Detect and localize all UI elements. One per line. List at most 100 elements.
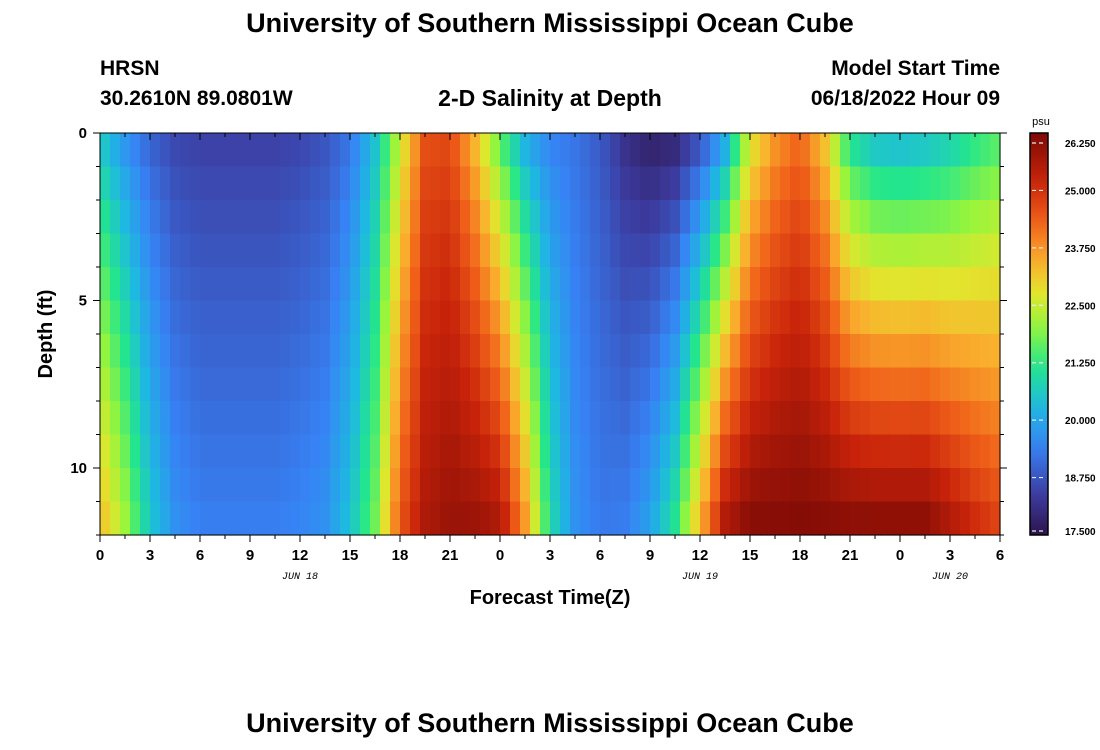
heatmap-cell	[770, 367, 781, 402]
heatmap-cell	[980, 200, 991, 235]
heatmap-cell	[600, 334, 611, 369]
heatmap-cell	[500, 166, 511, 201]
heatmap-cell	[250, 233, 261, 268]
heatmap-cell	[790, 233, 801, 268]
heatmap-cell	[740, 233, 751, 268]
x-tick-label: 12	[292, 547, 309, 564]
heatmap-cell	[590, 367, 601, 402]
heatmap-cell	[220, 267, 231, 302]
heatmap-cell	[990, 233, 1001, 268]
heatmap-cell	[980, 468, 991, 503]
heatmap-cell	[740, 200, 751, 235]
heatmap-cell	[410, 501, 421, 536]
heatmap-cell	[500, 401, 511, 436]
heatmap-cell	[330, 166, 341, 201]
heatmap-cell	[380, 300, 391, 335]
heatmap-cell	[640, 300, 651, 335]
x-tick-label: 6	[196, 547, 204, 564]
heatmap-cell	[980, 267, 991, 302]
heatmap-cell	[620, 133, 631, 168]
heatmap-cell	[850, 133, 861, 168]
heatmap-cell	[860, 334, 871, 369]
heatmap-cell	[950, 200, 961, 235]
heatmap-cell	[250, 334, 261, 369]
heatmap-cell	[680, 267, 691, 302]
heatmap-cell	[760, 401, 771, 436]
heatmap-cell	[570, 468, 581, 503]
heatmap-cell	[970, 133, 981, 168]
colorbar-ticks: 26.250 25.000 23.750 22.500 21.250 20.000 18.7…	[1032, 139, 1096, 538]
heatmap-cell	[240, 334, 251, 369]
date-label: JUN 20	[932, 572, 968, 583]
heatmap-cell	[790, 501, 801, 536]
heatmap-cell	[920, 233, 931, 268]
heatmap-cell	[100, 166, 111, 201]
heatmap-cell	[670, 501, 681, 536]
heatmap-cell	[140, 267, 151, 302]
heatmap-cell	[440, 468, 451, 503]
colorbar-tick-label: 23.750	[1065, 244, 1096, 255]
heatmap-cell	[610, 434, 621, 469]
heatmap-cell	[210, 501, 221, 536]
heatmap-cell	[700, 367, 711, 402]
heatmap-cell	[980, 367, 991, 402]
heatmap-cell	[630, 401, 641, 436]
colorbar-bar	[1029, 132, 1049, 536]
heatmap-cell	[460, 334, 471, 369]
heatmap-cell	[650, 267, 661, 302]
heatmap-cell	[420, 468, 431, 503]
heatmap-cell	[540, 501, 551, 536]
heatmap-cell	[490, 166, 501, 201]
heatmap-cell	[810, 133, 821, 168]
heatmap-cell	[490, 468, 501, 503]
heatmap-cell	[570, 401, 581, 436]
heatmap-cell	[270, 401, 281, 436]
heatmap-cell	[720, 300, 731, 335]
heatmap-cell	[800, 367, 811, 402]
heatmap-cell	[490, 200, 501, 235]
heatmap-cell	[620, 367, 631, 402]
heatmap-cell	[630, 267, 641, 302]
heatmap-cell	[280, 233, 291, 268]
heatmap-cell	[440, 401, 451, 436]
heatmap-cell	[390, 401, 401, 436]
heatmap-cell	[120, 401, 131, 436]
heatmap-cell	[830, 501, 841, 536]
y-tick-label: 5	[79, 293, 87, 310]
heatmap-cell	[540, 133, 551, 168]
heatmap-cell	[910, 401, 921, 436]
heatmap-cell	[880, 200, 891, 235]
heatmap-cell	[250, 401, 261, 436]
heatmap-cell	[230, 300, 241, 335]
station-name: HRSN	[100, 57, 160, 80]
heatmap-cell	[740, 367, 751, 402]
heatmap-cell	[260, 300, 271, 335]
heatmap-cell	[110, 267, 121, 302]
heatmap-cell	[680, 133, 691, 168]
heatmap-cell	[330, 501, 341, 536]
heatmap-cell	[860, 300, 871, 335]
heatmap-cell	[760, 334, 771, 369]
heatmap-cell	[750, 166, 761, 201]
heatmap-cell	[420, 233, 431, 268]
heatmap-cell	[490, 133, 501, 168]
heatmap-cell	[960, 401, 971, 436]
heatmap-cell	[290, 133, 301, 168]
heatmap-cell	[400, 434, 411, 469]
heatmap-cell	[500, 334, 511, 369]
heatmap-cell	[650, 367, 661, 402]
heatmap-cell	[530, 267, 541, 302]
heatmap-cell	[520, 334, 531, 369]
heatmap-cell	[170, 267, 181, 302]
heatmap-cell	[310, 401, 321, 436]
heatmap-cell	[400, 200, 411, 235]
heatmap-cell	[490, 233, 501, 268]
heatmap-cell	[280, 267, 291, 302]
plot-title: 2-D Salinity at Depth	[438, 85, 662, 111]
heatmap-cell	[410, 434, 421, 469]
x-tick-label: 3	[546, 547, 554, 564]
heatmap-cell	[510, 133, 521, 168]
heatmap-cell	[580, 367, 591, 402]
heatmap-cell	[450, 334, 461, 369]
x-tick-label: 3	[146, 547, 154, 564]
